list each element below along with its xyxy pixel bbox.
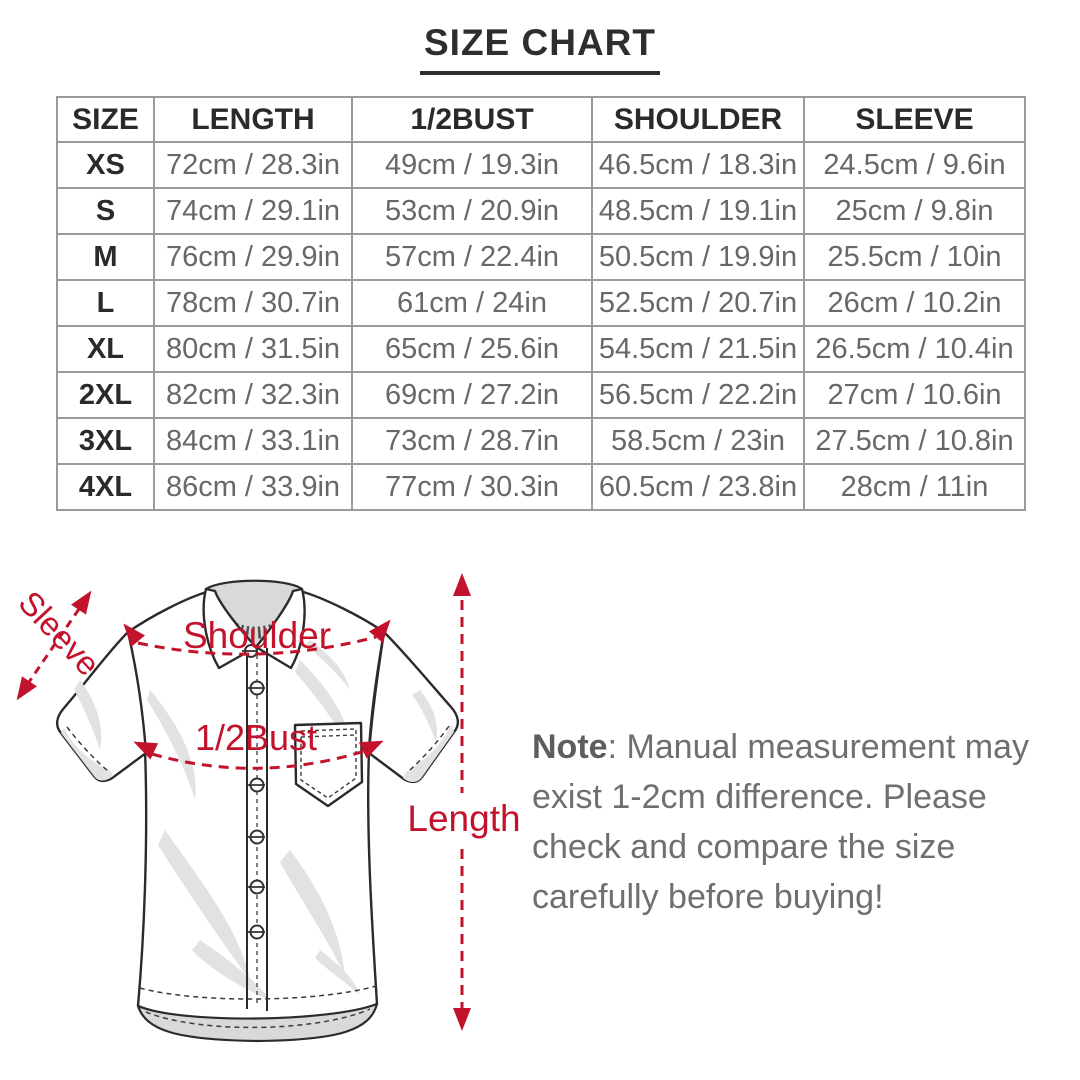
table-row: 2XL 82cm / 32.3in 69cm / 27.2in 56.5cm /… [56, 371, 1026, 419]
cell-bust: 61cm / 24in [351, 279, 593, 327]
cell-length: 76cm / 29.9in [153, 233, 353, 281]
cell-shoulder: 54.5cm / 21.5in [591, 325, 805, 373]
arrowhead-icon [453, 573, 471, 596]
cell-size: XS [56, 141, 155, 189]
cell-length: 72cm / 28.3in [153, 141, 353, 189]
cell-shoulder: 56.5cm / 22.2in [591, 371, 805, 419]
cell-size: XL [56, 325, 155, 373]
cell-sleeve: 24.5cm / 9.6in [803, 141, 1026, 189]
header: SIZE CHART [0, 22, 1080, 75]
cell-bust: 69cm / 27.2in [351, 371, 593, 419]
note-text: : Manual measurement may exist 1-2cm dif… [532, 728, 1029, 916]
table-row: XL 80cm / 31.5in 65cm / 25.6in 54.5cm / … [56, 325, 1026, 373]
table-row: 4XL 86cm / 33.9in 77cm / 30.3in 60.5cm /… [56, 463, 1026, 511]
cell-shoulder: 46.5cm / 18.3in [591, 141, 805, 189]
shoulder-arrow [137, 635, 377, 656]
size-table: SIZE LENGTH 1/2BUST SHOULDER SLEEVE XS 7… [56, 96, 1026, 511]
table-row: L 78cm / 30.7in 61cm / 24in 52.5cm / 20.… [56, 279, 1026, 327]
cell-length: 78cm / 30.7in [153, 279, 353, 327]
cell-length: 74cm / 29.1in [153, 187, 353, 235]
sleeve-arrow [27, 608, 81, 683]
cell-size: S [56, 187, 155, 235]
cell-bust: 65cm / 25.6in [351, 325, 593, 373]
cell-size: M [56, 233, 155, 281]
shirt-buttons [242, 644, 265, 940]
cell-length: 84cm / 33.1in [153, 417, 353, 465]
cell-length: 80cm / 31.5in [153, 325, 353, 373]
cell-sleeve: 26cm / 10.2in [803, 279, 1026, 327]
cell-length: 86cm / 33.9in [153, 463, 353, 511]
bust-arrow [151, 749, 366, 770]
cell-shoulder: 48.5cm / 19.1in [591, 187, 805, 235]
arrowhead-icon [71, 590, 92, 615]
cell-bust: 73cm / 28.7in [351, 417, 593, 465]
cell-shoulder: 52.5cm / 20.7in [591, 279, 805, 327]
col-header-sleeve: SLEEVE [803, 96, 1026, 143]
cell-size: L [56, 279, 155, 327]
cell-bust: 77cm / 30.3in [351, 463, 593, 511]
cell-sleeve: 25.5cm / 10in [803, 233, 1026, 281]
arrowhead-icon [16, 676, 37, 701]
cell-size: 4XL [56, 463, 155, 511]
col-header-length: LENGTH [153, 96, 353, 143]
cell-size: 2XL [56, 371, 155, 419]
shirt-illustration: Shoulder 1/2Bust Sleeve Length [11, 573, 521, 1043]
cell-shoulder: 58.5cm / 23in [591, 417, 805, 465]
size-table-body: XS 72cm / 28.3in 49cm / 19.3in 46.5cm / … [56, 141, 1026, 511]
table-row: S 74cm / 29.1in 53cm / 20.9in 48.5cm / 1… [56, 187, 1026, 235]
cell-bust: 57cm / 22.4in [351, 233, 593, 281]
arrowhead-icon [123, 623, 146, 647]
arrowhead-icon [368, 619, 391, 643]
table-row: XS 72cm / 28.3in 49cm / 19.3in 46.5cm / … [56, 141, 1026, 189]
cell-sleeve: 28cm / 11in [803, 463, 1026, 511]
arrowhead-icon [133, 741, 159, 760]
cell-size: 3XL [56, 417, 155, 465]
table-row: 3XL 84cm / 33.1in 73cm / 28.7in 58.5cm /… [56, 417, 1026, 465]
cell-sleeve: 27.5cm / 10.8in [803, 417, 1026, 465]
col-header-size: SIZE [56, 96, 155, 143]
shoulder-label: Shoulder [183, 615, 331, 656]
header-row: SIZE LENGTH 1/2BUST SHOULDER SLEEVE [56, 96, 1026, 143]
cell-sleeve: 25cm / 9.8in [803, 187, 1026, 235]
cell-sleeve: 26.5cm / 10.4in [803, 325, 1026, 373]
col-header-shoulder: SHOULDER [591, 96, 805, 143]
cell-shoulder: 50.5cm / 19.9in [591, 233, 805, 281]
arrowhead-icon [358, 740, 384, 759]
sleeve-label: Sleeve [11, 584, 107, 683]
bust-label: 1/2Bust [195, 717, 317, 758]
cell-bust: 53cm / 20.9in [351, 187, 593, 235]
cell-length: 82cm / 32.3in [153, 371, 353, 419]
shirt-drawing [56, 579, 459, 1043]
size-table-header: SIZE LENGTH 1/2BUST SHOULDER SLEEVE [56, 96, 1026, 143]
measurement-note: Note: Manual measurement may exist 1-2cm… [532, 722, 1034, 922]
cell-sleeve: 27cm / 10.6in [803, 371, 1026, 419]
note-label: Note [532, 728, 608, 766]
cell-bust: 49cm / 19.3in [351, 141, 593, 189]
table-row: M 76cm / 29.9in 57cm / 22.4in 50.5cm / 1… [56, 233, 1026, 281]
col-header-bust: 1/2BUST [351, 96, 593, 143]
length-label: Length [407, 798, 520, 839]
arrowhead-icon [453, 1008, 471, 1031]
cell-shoulder: 60.5cm / 23.8in [591, 463, 805, 511]
page-title: SIZE CHART [420, 22, 660, 75]
